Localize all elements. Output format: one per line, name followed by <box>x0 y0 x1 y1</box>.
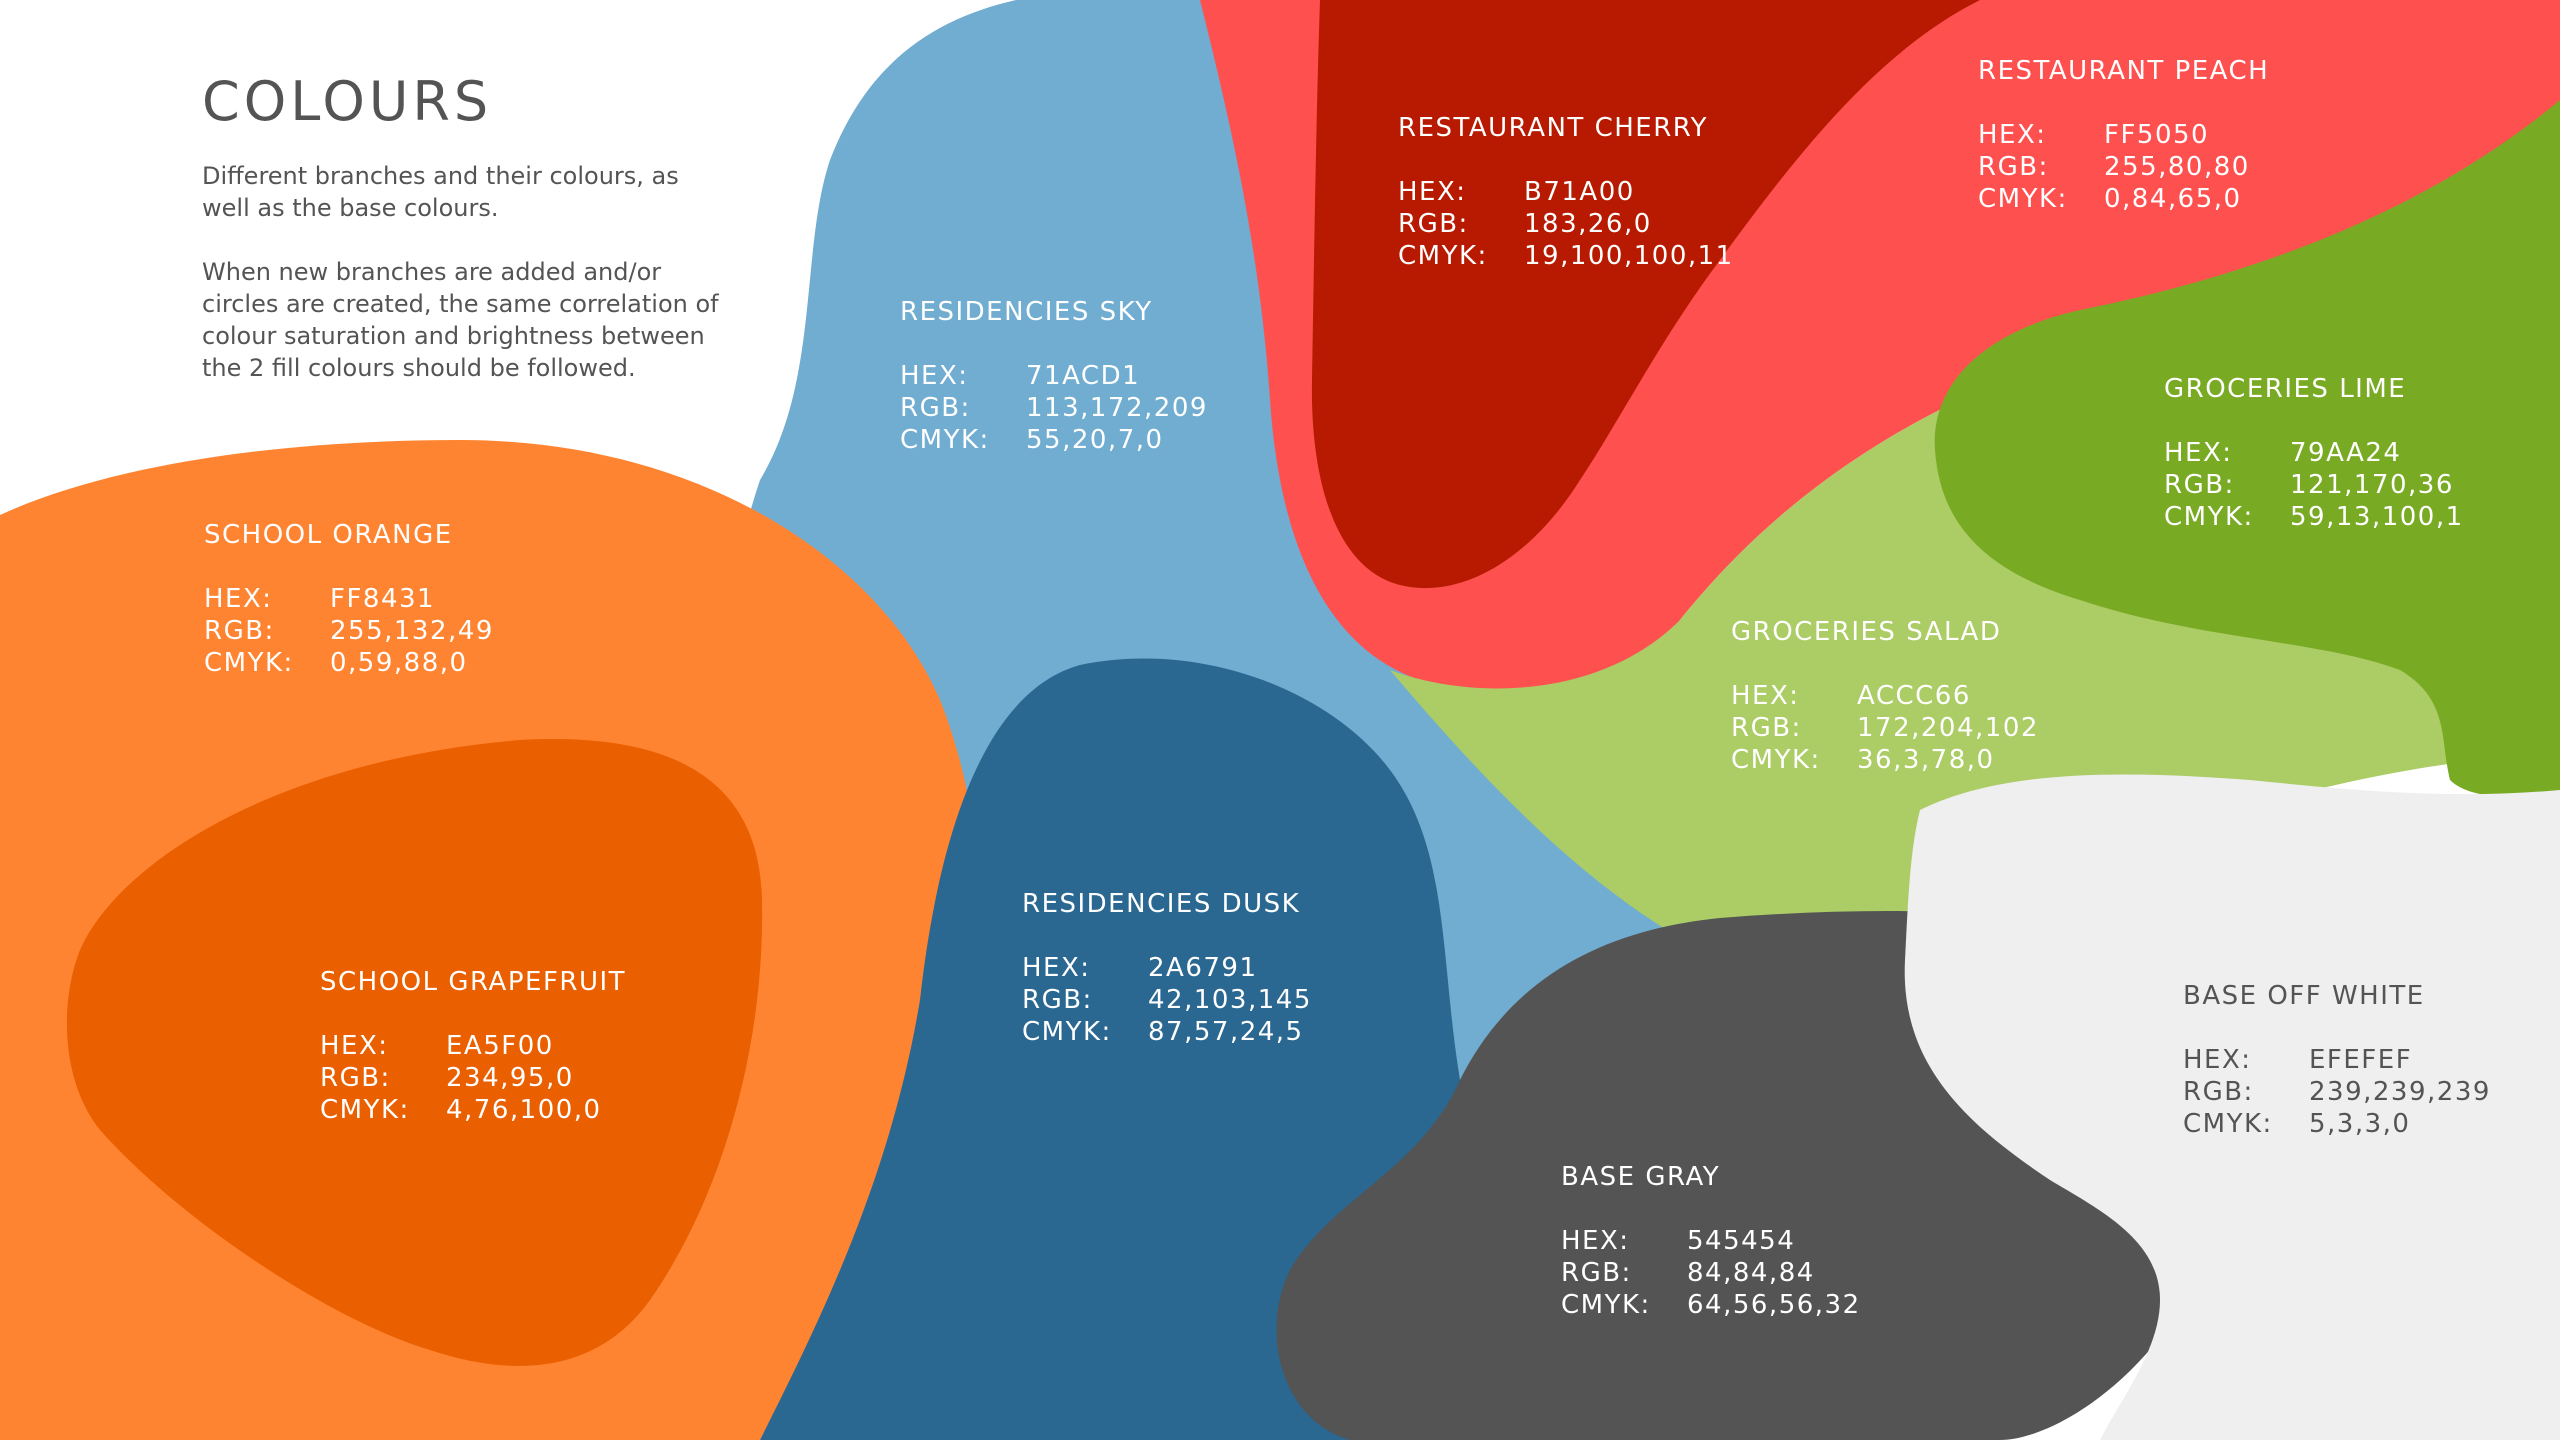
cmyk-value: 4,76,100,0 <box>446 1095 602 1125</box>
rgb-value: 84,84,84 <box>1687 1258 1815 1288</box>
hex-label: HEX: <box>1731 681 1800 711</box>
intro-paragraph-2: When new branches are added and/or circl… <box>202 258 719 382</box>
rgb-value: 172,204,102 <box>1857 713 2039 743</box>
hex-label: HEX: <box>1978 120 2047 150</box>
cmyk-label: CMYK: <box>1022 1017 1112 1047</box>
blob-school-grapefruit <box>66 739 763 1366</box>
colour-card-restaurant-peach: RESTAURANT PEACH HEX: FF5050 RGB: 255,80,8… <box>1978 55 2269 215</box>
colour-card-base-gray: BASE GRAY HEX: 545454 RGB: 84,84,84 CMYK: 6… <box>1561 1161 1861 1321</box>
rgb-value: 234,95,0 <box>446 1063 574 1093</box>
hex-value: B71A00 <box>1524 177 1635 207</box>
blob-restaurant-cherry <box>1311 0 1980 589</box>
colour-card-school-grapefruit: SCHOOL GRAPEFRUIT HEX: EA5F00 RGB: 234,95,… <box>320 966 626 1126</box>
intro-paragraph-1: Different branches and their colours, as… <box>202 162 679 222</box>
cmyk-value: 64,56,56,32 <box>1687 1290 1861 1320</box>
cmyk-label: CMYK: <box>2183 1109 2273 1139</box>
hex-value: 79AA24 <box>2290 438 2402 468</box>
cmyk-label: CMYK: <box>1561 1290 1651 1320</box>
colour-card-restaurant-cherry: RESTAURANT CHERRY HEX: B71A00 RGB: 183,26,… <box>1398 112 1734 272</box>
hex-label: HEX: <box>204 584 273 614</box>
hex-value: EFEFEF <box>2309 1045 2413 1075</box>
rgb-label: RGB: <box>2183 1077 2254 1107</box>
colour-card-groceries-lime: GROCERIES LIME HEX: 79AA24 RGB: 121,170,36… <box>2164 373 2464 533</box>
hex-value: 71ACD1 <box>1026 361 1141 391</box>
colour-name: BASE GRAY <box>1561 1162 1721 1192</box>
rgb-label: RGB: <box>204 616 275 646</box>
rgb-value: 183,26,0 <box>1524 209 1652 239</box>
page-title: COLOURS <box>202 70 493 133</box>
hex-label: HEX: <box>2183 1045 2252 1075</box>
hex-label: HEX: <box>1398 177 1467 207</box>
rgb-label: RGB: <box>320 1063 391 1093</box>
rgb-label: RGB: <box>1398 209 1469 239</box>
cmyk-label: CMYK: <box>204 648 294 678</box>
cmyk-value: 0,59,88,0 <box>330 648 468 678</box>
colour-name: GROCERIES LIME <box>2164 374 2407 404</box>
cmyk-label: CMYK: <box>1398 241 1488 271</box>
cmyk-value: 0,84,65,0 <box>2104 184 2242 214</box>
colour-name: RESTAURANT PEACH <box>1978 56 2270 86</box>
blob-residencies-dusk <box>760 658 1480 1440</box>
hex-value: ACCC66 <box>1857 681 1971 711</box>
cmyk-label: CMYK: <box>2164 502 2254 532</box>
cmyk-value: 19,100,100,11 <box>1524 241 1734 271</box>
cmyk-label: CMYK: <box>320 1095 410 1125</box>
rgb-value: 255,80,80 <box>2104 152 2250 182</box>
hex-label: HEX: <box>2164 438 2233 468</box>
blob-groceries-lime <box>1934 100 2560 797</box>
cmyk-value: 59,13,100,1 <box>2290 502 2464 532</box>
rgb-label: RGB: <box>900 393 971 423</box>
rgb-value: 255,132,49 <box>330 616 494 646</box>
rgb-label: RGB: <box>1731 713 1802 743</box>
cmyk-label: CMYK: <box>1731 745 1821 775</box>
hex-value: 545454 <box>1687 1226 1796 1256</box>
rgb-value: 239,239,239 <box>2309 1077 2491 1107</box>
cmyk-label: CMYK: <box>1978 184 2068 214</box>
rgb-label: RGB: <box>1561 1258 1632 1288</box>
colour-name: SCHOOL GRAPEFRUIT <box>320 967 627 997</box>
colour-card-base-off-white: BASE OFF WHITE HEX: EFEFEF RGB: 239,239,23… <box>2183 980 2491 1140</box>
colour-card-groceries-salad: GROCERIES SALAD HEX: ACCC66 RGB: 172,204,1… <box>1731 616 2039 776</box>
rgb-label: RGB: <box>1022 985 1093 1015</box>
blob-base-off-white <box>1904 774 2560 1440</box>
cmyk-value: 5,3,3,0 <box>2309 1109 2411 1139</box>
hex-value: FF8431 <box>330 584 436 614</box>
hex-label: HEX: <box>320 1031 389 1061</box>
hex-value: FF5050 <box>2104 120 2210 150</box>
hex-value: 2A6791 <box>1148 953 1258 983</box>
cmyk-value: 55,20,7,0 <box>1026 425 1164 455</box>
rgb-label: RGB: <box>2164 470 2235 500</box>
colour-name: RESTAURANT CHERRY <box>1398 113 1709 143</box>
rgb-value: 113,172,209 <box>1026 393 1208 423</box>
colour-name: RESIDENCIES SKY <box>900 297 1153 327</box>
rgb-label: RGB: <box>1978 152 2049 182</box>
hex-value: EA5F00 <box>446 1031 554 1061</box>
colour-name: RESIDENCIES DUSK <box>1022 889 1301 919</box>
cmyk-value: 36,3,78,0 <box>1857 745 1995 775</box>
cmyk-label: CMYK: <box>900 425 990 455</box>
colour-name: BASE OFF WHITE <box>2183 981 2425 1011</box>
cmyk-value: 87,57,24,5 <box>1148 1017 1304 1047</box>
hex-label: HEX: <box>1561 1226 1630 1256</box>
colour-name: GROCERIES SALAD <box>1731 617 2002 647</box>
hex-label: HEX: <box>900 361 969 391</box>
rgb-value: 121,170,36 <box>2290 470 2454 500</box>
colour-name: SCHOOL ORANGE <box>204 520 453 550</box>
rgb-value: 42,103,145 <box>1148 985 1312 1015</box>
hex-label: HEX: <box>1022 953 1091 983</box>
colour-card-residencies-sky: RESIDENCIES SKY HEX: 71ACD1 RGB: 113,172,2… <box>900 296 1208 456</box>
colour-card-school-orange: SCHOOL ORANGE HEX: FF8431 RGB: 255,132,49 … <box>204 519 494 679</box>
colour-card-residencies-dusk: RESIDENCIES DUSK HEX: 2A6791 RGB: 42,103,1… <box>1022 888 1312 1048</box>
intro-text: Different branches and their colours, as… <box>202 160 722 416</box>
